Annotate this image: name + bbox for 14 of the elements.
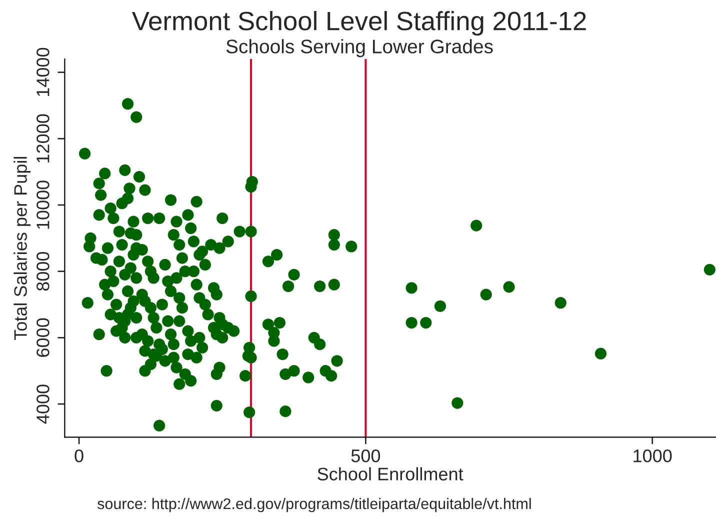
y-tick-label: 10000 xyxy=(36,180,50,229)
chart-subtitle: Schools Serving Lower Grades xyxy=(226,39,493,58)
chart-title: Vermont School Level Staffing 2011-12 xyxy=(132,11,586,36)
x-axis-title: School Enrollment xyxy=(318,467,464,480)
y-tick-label: 6000 xyxy=(36,318,50,357)
y-tick-label: 12000 xyxy=(36,114,50,162)
y-tick-label: 8000 xyxy=(36,252,50,291)
x-tick-label: 1000 xyxy=(634,449,672,462)
x-tick-label: 500 xyxy=(351,449,380,462)
y-axis-title: Total Salaries per Pupil xyxy=(14,156,31,340)
y-tick-label: 4000 xyxy=(36,384,50,424)
y-tick-label: 14000 xyxy=(36,48,50,96)
x-tick-label: 0 xyxy=(74,449,84,462)
source-note: source: http://www2.ed.gov/programs/titleiparta/equitable/vt.html xyxy=(97,498,531,512)
